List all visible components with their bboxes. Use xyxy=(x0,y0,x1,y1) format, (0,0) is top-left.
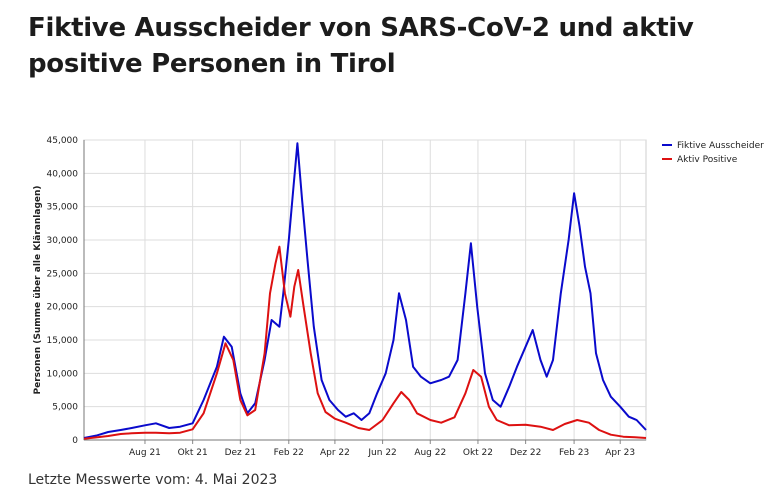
series-line-fiktive-ausscheider xyxy=(83,142,647,439)
y-tick-label: 20,000 xyxy=(47,303,79,313)
x-tick-label: Apr 23 xyxy=(605,448,635,458)
x-tick-label: Feb 22 xyxy=(274,448,304,458)
x-tick-label: Dez 21 xyxy=(225,448,257,458)
legend-label: Aktiv Positive xyxy=(677,155,738,165)
y-tick-label: 10,000 xyxy=(47,369,79,379)
x-tick-label: Aug 22 xyxy=(414,448,446,458)
y-tick-label: 5,000 xyxy=(52,403,78,413)
y-tick-label: 30,000 xyxy=(47,236,79,246)
y-tick-label: 40,000 xyxy=(47,169,79,179)
last-measurement-note: Letzte Messwerte vom: 4. Mai 2023 xyxy=(28,472,278,488)
y-tick-label: 45,000 xyxy=(47,136,79,146)
y-tick-label: 0 xyxy=(72,436,78,446)
legend: Fiktive Ausscheider Aktiv Positive xyxy=(662,141,764,165)
chart-title: Fiktive Ausscheider von SARS-CoV-2 und a… xyxy=(28,13,694,79)
series-line-aktiv-positive xyxy=(83,245,647,440)
series xyxy=(83,142,647,440)
y-tick-label: 35,000 xyxy=(47,203,79,213)
x-tick-label: Feb 23 xyxy=(559,448,589,458)
x-tick-label: Jun 22 xyxy=(367,448,396,458)
y-tick-label: 25,000 xyxy=(47,269,79,279)
y-tick-label: 15,000 xyxy=(47,336,79,346)
grid xyxy=(83,139,647,441)
x-tick-label: Okt 21 xyxy=(178,448,208,458)
y-axis-label: Personen (Summe über alle Kläranlagen) xyxy=(33,185,43,394)
line-chart: 0 5,000 10,000 15,000 20,000 25,000 30,000 35,0… xyxy=(33,136,764,458)
x-tick-label: Aug 21 xyxy=(129,448,161,458)
x-tick-label: Okt 22 xyxy=(463,448,493,458)
x-tick-label: Apr 22 xyxy=(320,448,350,458)
x-tick-label: Dez 22 xyxy=(510,448,542,458)
legend-label: Fiktive Ausscheider xyxy=(677,141,764,151)
axes: 0 5,000 10,000 15,000 20,000 25,000 30,000 35,0… xyxy=(47,136,646,458)
